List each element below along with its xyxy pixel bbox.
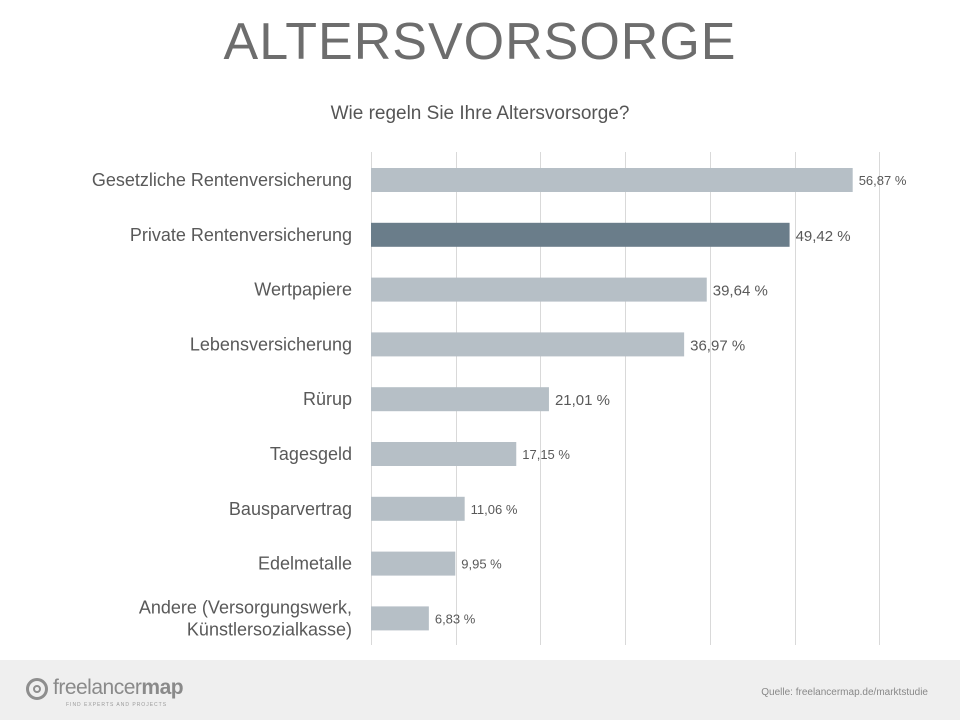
logo-ring-icon xyxy=(26,678,48,700)
bar xyxy=(371,277,707,302)
category-label: Andere (Versorgungswerk, Künstlersozialka… xyxy=(139,597,352,639)
bar xyxy=(371,442,517,466)
footer: freelancermap FIND EXPERTS AND PROJECTS … xyxy=(0,660,960,720)
category-label: Private Rentenversicherung xyxy=(130,225,352,245)
category-label: Gesetzliche Rentenversicherung xyxy=(92,170,352,190)
bar xyxy=(371,606,429,631)
value-label: 49,42 % xyxy=(796,228,851,245)
source-note: Quelle: freelancermap.de/marktstudie xyxy=(761,687,928,698)
value-label: 39,64 % xyxy=(713,283,768,300)
value-label: 11,06 % xyxy=(471,502,518,517)
value-label: 6,83 % xyxy=(435,611,476,626)
category-label: Wertpapiere xyxy=(254,280,352,300)
bar xyxy=(371,496,465,521)
category-label: Tagesgeld xyxy=(270,444,352,464)
category-label: Edelmetalle xyxy=(258,554,352,574)
bar xyxy=(371,551,456,576)
value-label: 17,15 % xyxy=(522,447,570,462)
value-label: 36,97 % xyxy=(690,337,745,354)
bar xyxy=(371,387,549,412)
value-label: 56,87 % xyxy=(859,173,907,188)
value-label: 9,95 % xyxy=(461,557,502,572)
value-label: 21,01 % xyxy=(555,392,610,409)
bar xyxy=(371,168,853,192)
chart-subtitle: Wie regeln Sie Ihre Altersvorsorge? xyxy=(330,103,630,124)
category-label: Rürup xyxy=(303,389,352,409)
bar-chart: Gesetzliche Rentenversicherung 56,87 % Pri… xyxy=(92,152,907,645)
category-label: Bausparvertrag xyxy=(229,499,352,519)
bar xyxy=(371,332,685,357)
freelancermap-logo: freelancermap FIND EXPERTS AND PROJECTS xyxy=(26,676,226,708)
bar xyxy=(371,222,790,247)
logo-wordmark: freelancermap xyxy=(53,676,184,699)
page-title: ALTERSVORSORGE xyxy=(223,13,737,71)
category-label: Lebensversicherung xyxy=(190,334,352,354)
logo-tagline: FIND EXPERTS AND PROJECTS xyxy=(66,702,168,708)
